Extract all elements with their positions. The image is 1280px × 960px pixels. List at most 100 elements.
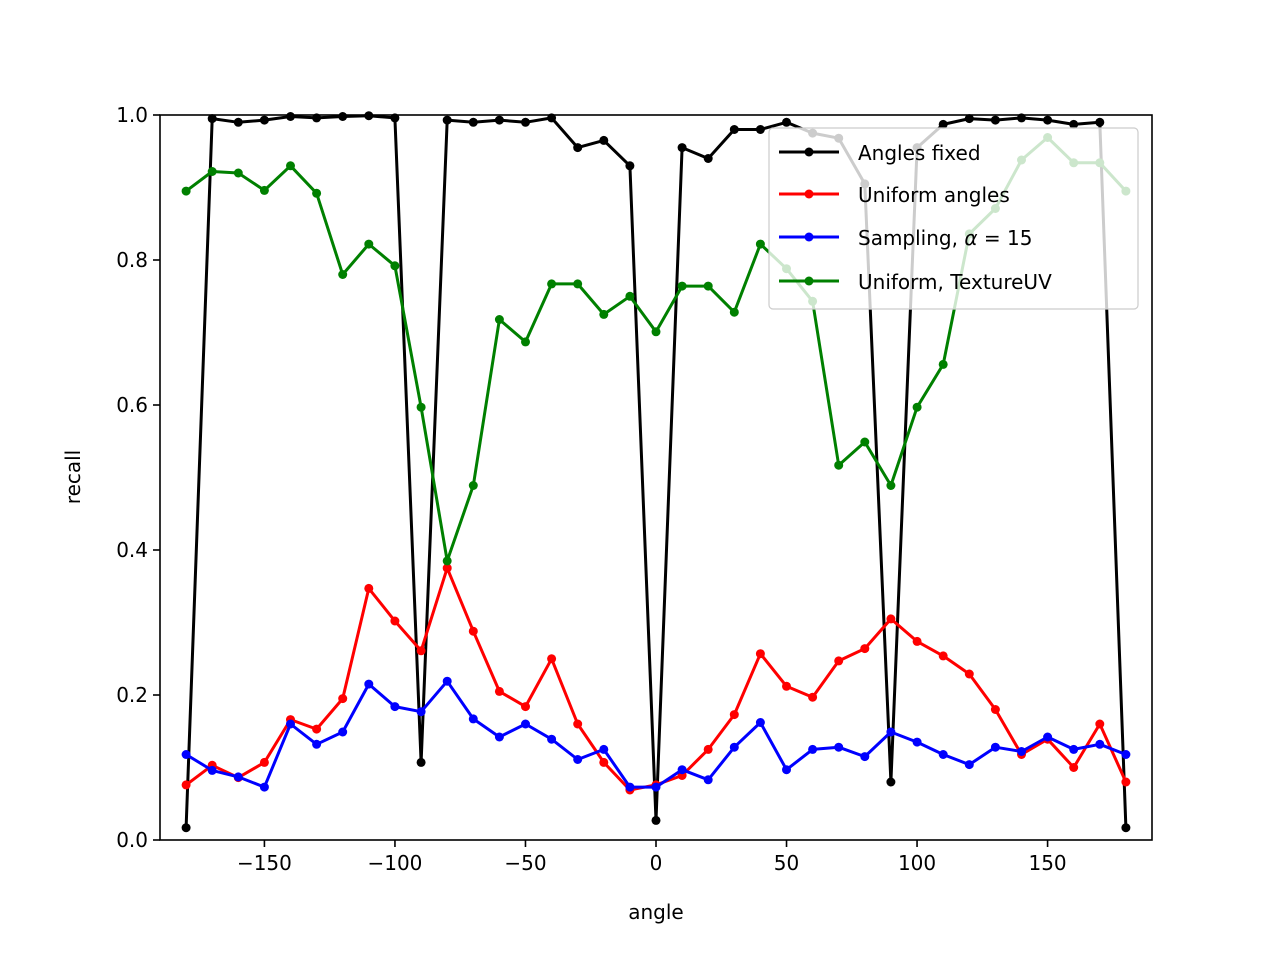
- data-point-uniform-textureuv: [521, 337, 530, 347]
- data-point-sampling-15: [207, 765, 217, 775]
- data-point-sampling-15: [860, 752, 870, 762]
- data-point-sampling-15: [677, 765, 687, 775]
- data-point-angles-fixed: [1121, 823, 1131, 833]
- legend-label-sampling-suffix: = 15: [978, 226, 1033, 250]
- data-point-sampling-15: [181, 750, 191, 759]
- data-point-uniform-angles: [364, 583, 374, 593]
- data-point-sampling-15: [573, 755, 583, 764]
- data-point-uniform-textureuv: [338, 270, 348, 279]
- data-point-uniform-textureuv: [834, 460, 844, 470]
- legend-marker-uniform-angles: [804, 189, 814, 199]
- data-point-angles-fixed: [1043, 115, 1053, 125]
- data-point-uniform-angles: [990, 705, 1000, 714]
- data-point-sampling-15: [521, 719, 530, 729]
- legend-marker-sampling: [804, 232, 814, 242]
- data-point-sampling-15: [1069, 744, 1079, 754]
- data-point-angles-fixed: [181, 823, 191, 833]
- data-point-angles-fixed: [625, 161, 635, 171]
- data-point-sampling-15: [782, 765, 791, 775]
- data-point-uniform-textureuv: [886, 481, 896, 490]
- data-point-sampling-15: [259, 782, 269, 792]
- data-point-sampling-15: [494, 732, 504, 742]
- data-point-sampling-15: [599, 744, 609, 754]
- legend-item-uniform-angles: Uniform angles: [779, 183, 1010, 207]
- x-axis-label: angle: [628, 900, 684, 924]
- data-point-sampling-15: [1043, 732, 1053, 742]
- data-point-sampling-15: [547, 734, 557, 744]
- data-point-uniform-angles: [755, 649, 765, 659]
- data-point-uniform-angles: [782, 681, 791, 691]
- legend-label-sampling: Sampling, α = 15: [858, 226, 1032, 250]
- data-point-uniform-angles: [338, 694, 348, 704]
- data-point-angles-fixed: [1095, 117, 1105, 127]
- data-point-uniform-textureuv: [860, 437, 870, 447]
- legend-label-angles-fixed: Angles fixed: [858, 141, 981, 165]
- data-point-angles-fixed: [886, 777, 896, 787]
- data-point-uniform-textureuv: [494, 315, 504, 324]
- data-point-uniform-angles: [259, 757, 269, 767]
- data-point-uniform-textureuv: [677, 281, 687, 291]
- data-point-uniform-textureuv: [181, 186, 191, 196]
- y-tick-label: 0.8: [116, 248, 148, 272]
- data-point-uniform-angles: [573, 719, 583, 729]
- data-point-sampling-15: [442, 676, 452, 686]
- x-tick-label: 150: [1028, 851, 1066, 875]
- data-point-uniform-angles: [938, 651, 948, 661]
- data-point-uniform-textureuv: [442, 556, 452, 566]
- data-point-uniform-angles: [808, 692, 818, 702]
- data-point-uniform-textureuv: [468, 481, 478, 490]
- data-point-sampling-15: [625, 782, 635, 792]
- data-point-uniform-angles: [494, 686, 504, 696]
- legend-label-uniform-angles: Uniform angles: [858, 183, 1010, 207]
- x-tick-label: 50: [774, 851, 799, 875]
- data-point-sampling-15: [964, 760, 974, 770]
- legend-marker-angles-fixed: [804, 147, 814, 157]
- data-point-uniform-textureuv: [729, 307, 739, 317]
- x-tick-label: −150: [237, 851, 292, 875]
- data-point-uniform-angles: [1121, 777, 1131, 787]
- data-point-angles-fixed: [286, 112, 295, 121]
- data-point-angles-fixed: [729, 125, 739, 134]
- data-point-angles-fixed: [755, 125, 765, 134]
- legend-item-sampling: Sampling, α = 15: [779, 226, 1032, 250]
- data-point-sampling-15: [1121, 750, 1131, 759]
- x-tick-label: −100: [367, 851, 422, 875]
- data-point-angles-fixed: [442, 115, 452, 125]
- legend-marker-uniform-textureuv: [804, 276, 814, 286]
- legend-label-uniform-textureuv: Uniform, TextureUV: [858, 270, 1052, 294]
- data-point-sampling-15: [703, 775, 713, 785]
- data-point-angles-fixed: [259, 115, 269, 125]
- data-point-sampling-15: [912, 737, 922, 747]
- data-point-uniform-angles: [468, 626, 478, 636]
- data-point-sampling-15: [938, 750, 948, 759]
- data-point-sampling-15: [338, 727, 348, 737]
- data-point-uniform-textureuv: [286, 161, 295, 171]
- data-point-sampling-15: [834, 742, 844, 752]
- data-point-sampling-15: [755, 718, 765, 727]
- data-point-uniform-angles: [1095, 719, 1105, 729]
- legend-item-angles-fixed: Angles fixed: [779, 141, 981, 165]
- data-point-uniform-textureuv: [938, 359, 948, 369]
- data-point-uniform-angles: [390, 616, 400, 626]
- data-point-uniform-textureuv: [755, 239, 765, 249]
- y-tick-label: 0.4: [116, 538, 148, 562]
- data-point-angles-fixed: [494, 115, 504, 125]
- data-point-uniform-angles: [834, 656, 844, 666]
- x-tick-label: 0: [650, 851, 663, 875]
- data-point-sampling-15: [990, 742, 1000, 752]
- legend-label-sampling-symbol: α: [964, 226, 977, 250]
- data-point-sampling-15: [390, 702, 400, 712]
- data-point-uniform-angles: [703, 744, 713, 754]
- data-point-uniform-textureuv: [259, 185, 269, 195]
- data-point-angles-fixed: [468, 117, 478, 127]
- data-point-uniform-angles: [860, 644, 870, 654]
- data-point-sampling-15: [286, 719, 295, 729]
- data-point-uniform-textureuv: [625, 291, 635, 301]
- data-point-uniform-textureuv: [207, 167, 217, 176]
- data-point-uniform-angles: [442, 563, 452, 573]
- data-point-angles-fixed: [703, 154, 713, 163]
- data-point-uniform-angles: [912, 636, 922, 646]
- series-sampling-15: [181, 676, 1131, 792]
- data-point-uniform-angles: [1069, 763, 1079, 772]
